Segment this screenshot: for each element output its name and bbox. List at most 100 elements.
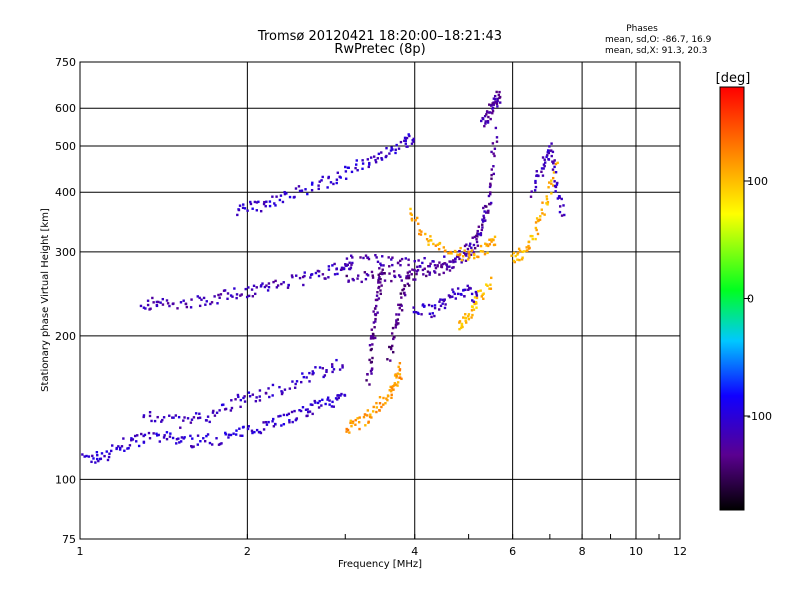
data-point	[363, 413, 367, 416]
data-point	[251, 295, 255, 298]
data-point	[484, 211, 488, 214]
data-point	[516, 258, 519, 261]
data-point	[448, 269, 452, 272]
data-point	[535, 170, 538, 173]
data-point	[516, 251, 520, 255]
data-point	[136, 434, 139, 437]
data-point	[288, 421, 291, 424]
data-point	[229, 433, 233, 437]
data-point	[454, 297, 457, 300]
data-point	[143, 433, 147, 437]
data-point	[496, 105, 499, 108]
data-point	[485, 111, 489, 114]
data-point	[512, 259, 516, 263]
data-point	[137, 444, 141, 448]
data-point	[280, 390, 283, 393]
data-point	[268, 204, 272, 208]
data-point	[545, 197, 549, 201]
data-point	[419, 265, 422, 268]
data-point	[206, 433, 210, 436]
data-point	[347, 280, 350, 283]
data-point	[210, 301, 214, 304]
data-point	[340, 392, 343, 396]
data-point	[362, 256, 365, 260]
data-point	[130, 439, 133, 442]
data-point	[495, 102, 499, 106]
data-point	[428, 312, 432, 316]
data-point	[279, 194, 283, 197]
data-point	[367, 165, 370, 169]
data-point	[333, 262, 336, 266]
data-point	[464, 319, 467, 323]
data-point	[339, 394, 342, 397]
data-point	[434, 271, 437, 274]
data-point	[261, 282, 264, 285]
data-point	[474, 302, 477, 305]
data-point	[534, 185, 538, 189]
data-point	[449, 252, 452, 255]
data-point	[486, 121, 490, 124]
data-point	[399, 264, 402, 267]
data-point	[253, 200, 257, 204]
data-point	[288, 419, 291, 422]
data-point	[496, 99, 499, 103]
data-point	[438, 300, 441, 303]
data-point	[418, 232, 421, 236]
data-point	[553, 165, 556, 169]
data-point	[415, 272, 418, 276]
data-point	[390, 258, 393, 261]
data-point	[325, 368, 328, 372]
data-point	[192, 416, 196, 419]
data-point	[183, 436, 186, 439]
data-point	[219, 293, 223, 296]
data-point	[550, 179, 553, 182]
data-point	[381, 272, 384, 276]
data-point	[479, 289, 482, 292]
data-point	[341, 366, 344, 369]
data-point	[450, 252, 453, 255]
data-point	[407, 133, 410, 136]
data-point	[370, 416, 373, 419]
data-point	[280, 282, 283, 286]
data-point	[158, 440, 162, 443]
data-point	[148, 437, 152, 440]
data-point	[434, 266, 438, 270]
data-point	[490, 150, 493, 154]
data-point	[283, 388, 287, 391]
data-point	[498, 90, 501, 94]
data-point	[226, 297, 229, 301]
data-point	[467, 317, 471, 321]
data-point	[474, 290, 478, 294]
data-point	[403, 293, 407, 297]
data-point	[328, 399, 331, 402]
data-point	[454, 260, 457, 263]
data-point	[155, 304, 159, 308]
data-point	[421, 268, 425, 272]
trace	[359, 201, 493, 272]
trace	[345, 126, 499, 284]
data-point	[481, 223, 484, 226]
data-point	[147, 431, 151, 435]
data-point	[527, 240, 530, 244]
data-point	[545, 202, 548, 205]
data-point	[372, 405, 375, 409]
y-axis-ticks: 75 100 200 300 400 500 600 750	[55, 56, 76, 546]
data-point	[536, 232, 540, 236]
data-point	[291, 420, 294, 424]
data-point	[443, 255, 446, 258]
data-point	[298, 189, 302, 193]
data-point	[477, 255, 480, 259]
data-point	[272, 280, 275, 284]
data-point	[378, 267, 381, 270]
data-point	[480, 119, 483, 123]
data-point	[331, 264, 334, 267]
data-point	[499, 101, 502, 104]
data-point	[390, 393, 393, 397]
data-point	[370, 367, 374, 370]
data-point	[346, 428, 350, 432]
data-point	[399, 275, 402, 279]
data-point	[475, 292, 478, 295]
data-point	[372, 155, 376, 158]
data-point	[247, 286, 250, 289]
data-point	[380, 158, 384, 161]
